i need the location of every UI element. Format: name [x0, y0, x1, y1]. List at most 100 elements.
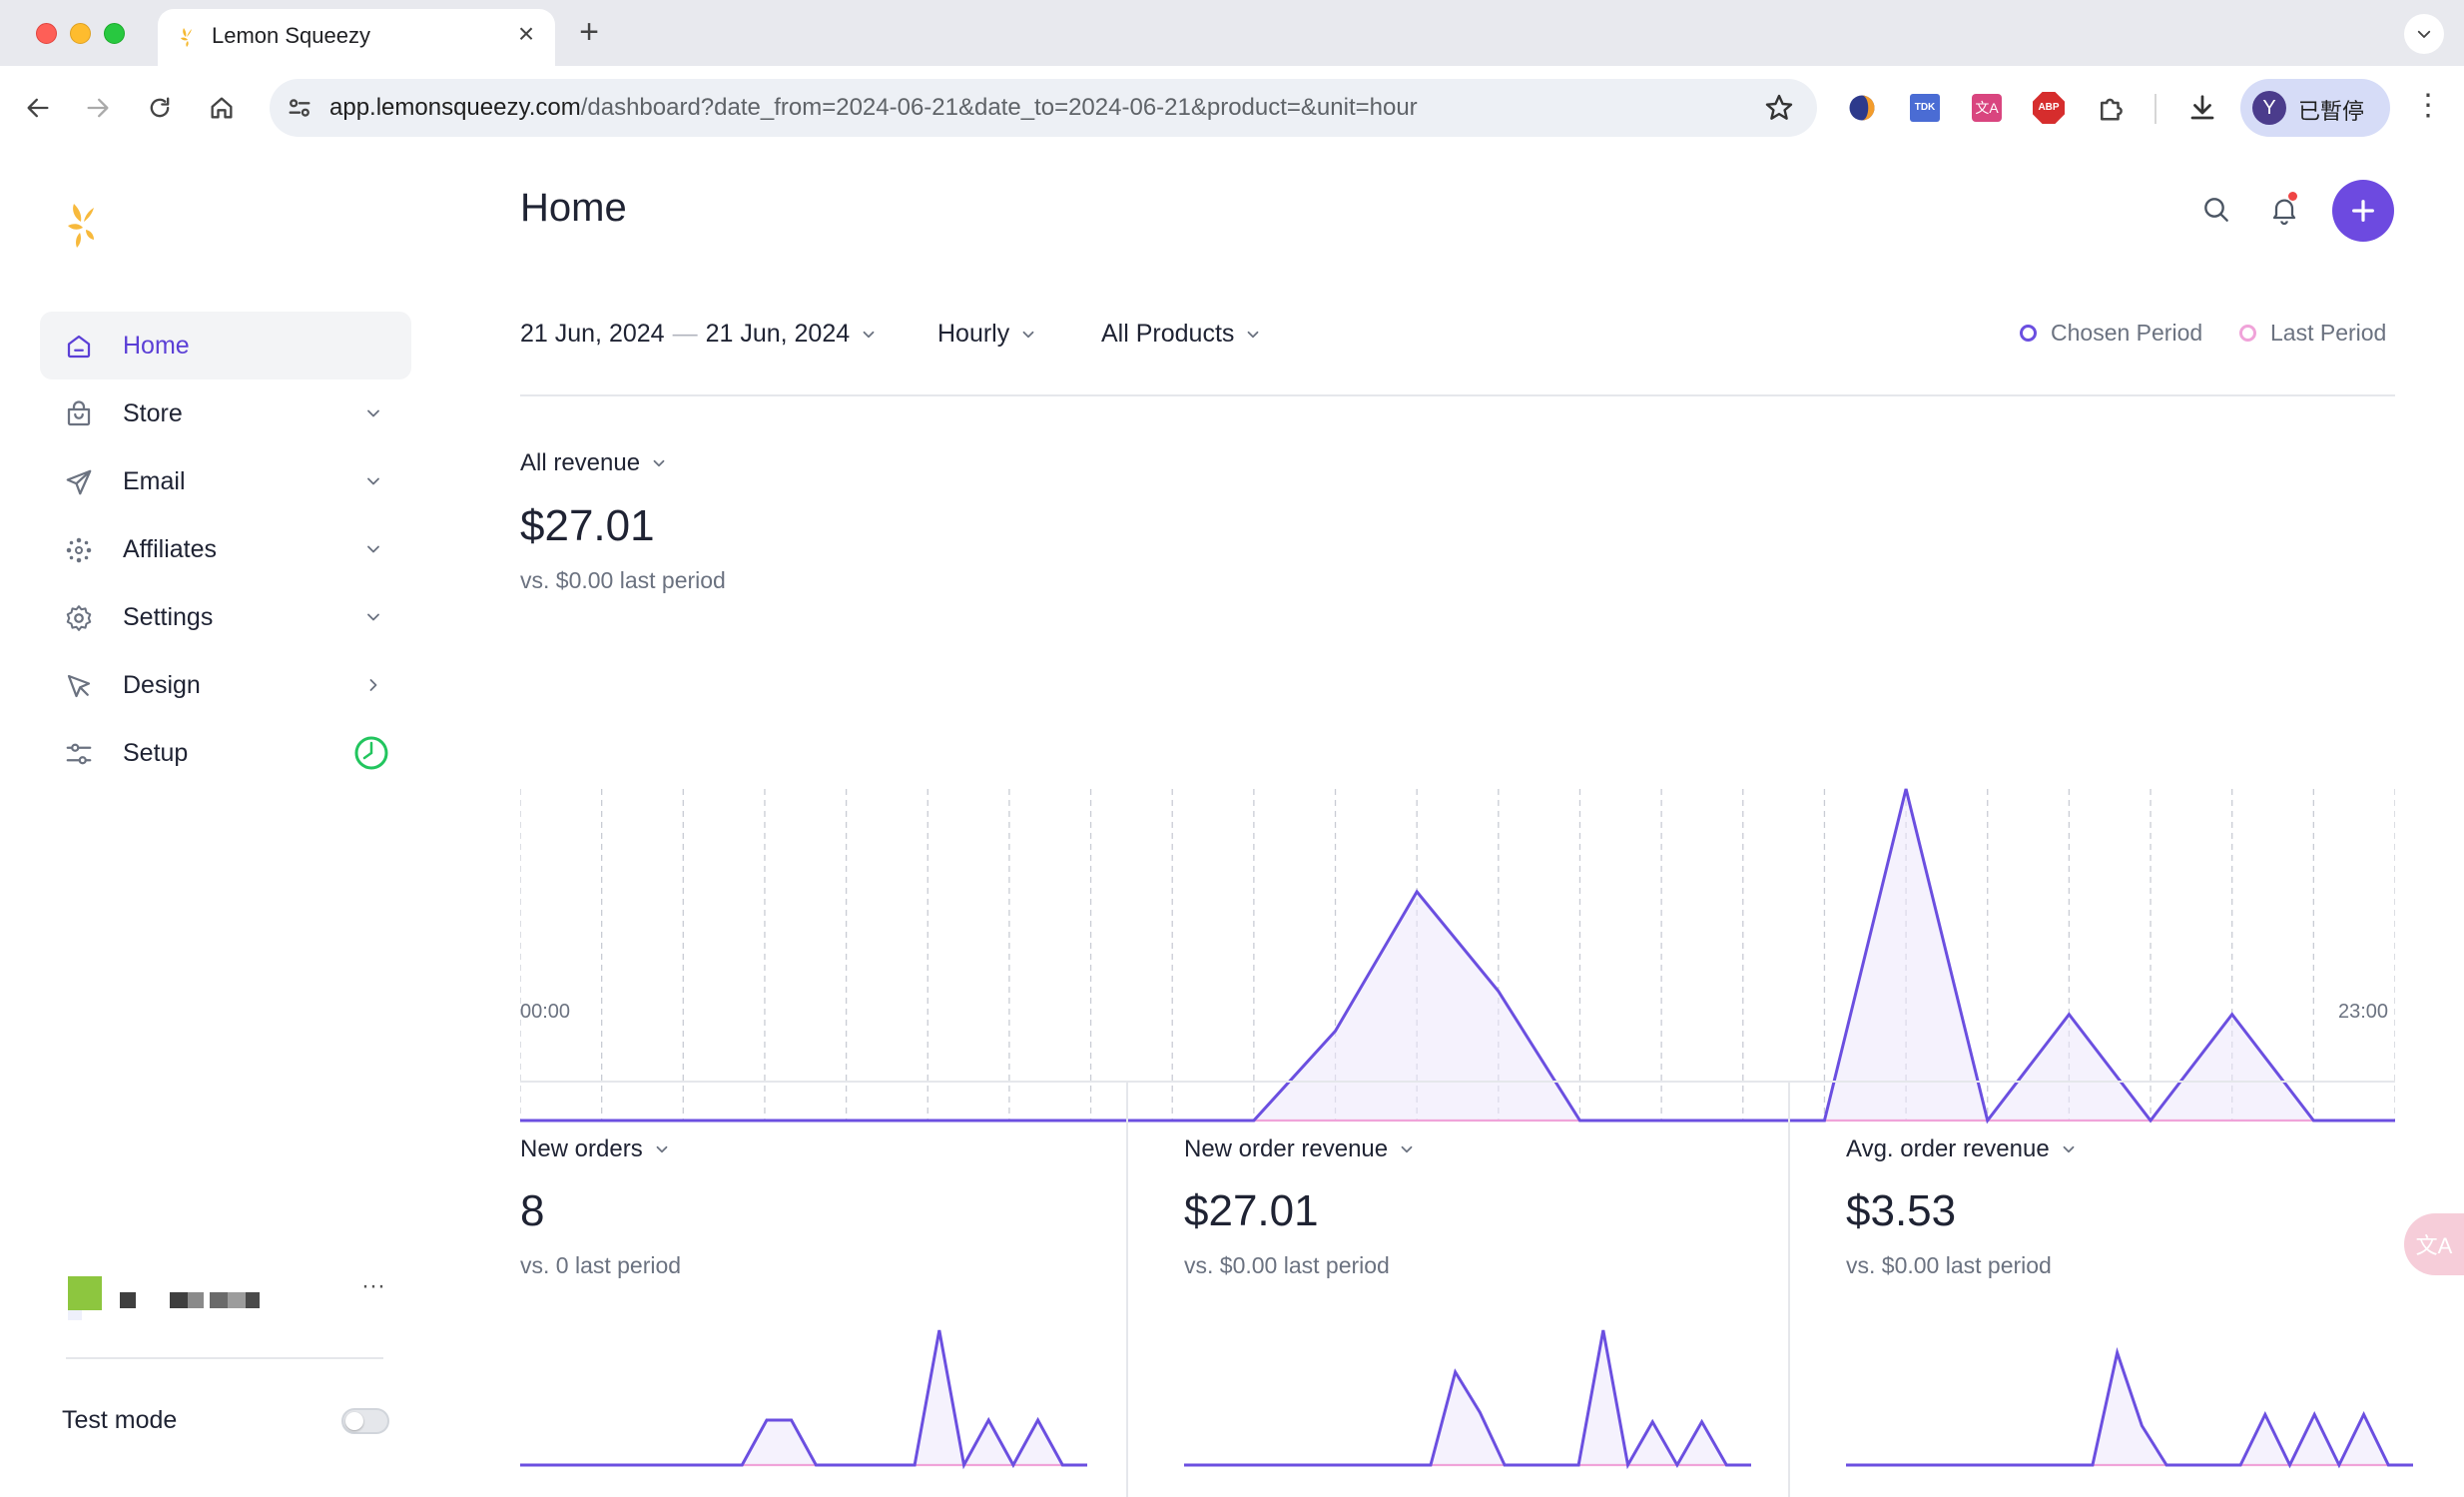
sidebar-item-label: Design [123, 671, 201, 699]
tab-close-icon[interactable]: × [517, 18, 535, 49]
legend-last-dot [2239, 325, 2256, 342]
minimize-window-button[interactable] [70, 23, 91, 44]
new-order-revenue-select[interactable]: New order revenue [1184, 1135, 1416, 1163]
tab-search-button[interactable] [2404, 14, 2444, 54]
home-icon [67, 335, 91, 359]
test-mode-toggle[interactable] [341, 1408, 389, 1434]
add-button[interactable] [2332, 180, 2394, 242]
close-window-button[interactable] [36, 23, 57, 44]
revenue-chart [520, 788, 2395, 1124]
chosen-period-area [520, 789, 2395, 1121]
store-name-pixel [210, 1292, 228, 1308]
chevron-down-icon [1022, 331, 1034, 338]
store-name-pixel [228, 1292, 246, 1308]
store-name-pixel [120, 1292, 136, 1308]
avg-order-revenue-select[interactable]: Avg. order revenue [1846, 1135, 2078, 1163]
arc-icon[interactable] [1842, 88, 1882, 128]
cursor-arrow-icon [67, 674, 91, 698]
sidebar-item-setup[interactable]: Setup [40, 719, 411, 787]
chevron-down-icon [367, 613, 379, 621]
product-select[interactable]: All Products [1101, 320, 1262, 349]
setup-progress-ring-icon [354, 736, 388, 770]
adblock-plus-icon[interactable]: ABP [2029, 88, 2069, 128]
x-axis-start-label: 00:00 [520, 1001, 571, 1023]
metric-value: $3.53 [1846, 1186, 1957, 1235]
chevron-down-icon [2417, 30, 2431, 38]
url-path: /dashboard?date_from=2024-06-21&date_to=… [580, 94, 1418, 121]
sidebar-item-label: Home [123, 332, 190, 360]
profile-button[interactable]: Y 已暫停 [2240, 79, 2390, 137]
gear-icon [66, 605, 92, 631]
new-tab-button[interactable]: + [579, 13, 599, 51]
revenue-compare: vs. $0.00 last period [520, 567, 726, 593]
translate-extension-icon[interactable]: 文A [1967, 88, 2007, 128]
reload-button[interactable] [138, 86, 182, 130]
store-more-menu[interactable]: ··· [361, 1272, 385, 1299]
search-button[interactable] [2196, 190, 2236, 230]
back-button[interactable] [16, 86, 60, 130]
sidebar-item-affiliates[interactable]: Affiliates [40, 515, 411, 583]
translate-glyph-icon: 文A [1972, 94, 2002, 122]
download-icon [2190, 95, 2214, 120]
toggle-knob [345, 1412, 363, 1430]
sliders-icon [66, 743, 92, 765]
column-divider [1788, 1083, 1790, 1497]
metric-value: $27.01 [1184, 1186, 1319, 1235]
metric-label: Avg. order revenue [1846, 1135, 2050, 1162]
store-name-pixel [170, 1292, 188, 1308]
browser-menu-button[interactable]: ⋮ [2413, 89, 2443, 122]
chosen-period-line [1184, 1329, 1751, 1470]
legend-chosen-dot [2020, 325, 2037, 342]
chosen-period-area [1846, 1352, 2413, 1465]
browser-toolbar: app.lemonsqueezy.com/dashboard?date_from… [0, 66, 2464, 150]
plus-icon [2352, 200, 2374, 222]
unit-select[interactable]: Hourly [937, 320, 1037, 349]
profile-avatar: Y [2252, 91, 2286, 125]
sidebar-item-home[interactable]: Home [40, 312, 411, 379]
arrow-left-icon [27, 98, 49, 118]
store-switcher[interactable]: ··· [66, 1272, 385, 1320]
sidebar-item-email[interactable]: Email [40, 447, 411, 515]
revenue-label: All revenue [520, 449, 641, 476]
date-range-picker[interactable]: 21 Jun, 2024 — 21 Jun, 2024 [520, 320, 878, 349]
chevron-down-icon [1401, 1145, 1413, 1153]
chosen-period-line [1846, 1346, 2413, 1469]
sidebar-item-store[interactable]: Store [40, 379, 411, 447]
sidebar-item-label: Email [123, 467, 186, 495]
bell-icon [2272, 199, 2296, 226]
tdk-extension-icon[interactable]: TDK [1905, 88, 1945, 128]
revenue-type-select[interactable]: All revenue [520, 449, 668, 477]
floating-translate-button[interactable]: 文A [2404, 1213, 2464, 1275]
address-bar[interactable]: app.lemonsqueezy.com/dashboard?date_from… [270, 79, 1817, 137]
section-divider [520, 1081, 2395, 1083]
metric-compare: vs. $0.00 last period [1184, 1252, 1390, 1278]
shopping-bag-icon [67, 400, 91, 426]
url-text: app.lemonsqueezy.com/dashboard?date_from… [329, 94, 1418, 122]
legend-chosen-label: Chosen Period [2051, 320, 2203, 346]
browser-tab[interactable]: Lemon Squeezy × [158, 9, 555, 66]
network-dots-icon [66, 537, 92, 563]
date-to: 21 Jun, 2024 [705, 320, 851, 348]
notifications-button[interactable] [2264, 190, 2304, 230]
browser-chrome: Lemon Squeezy × + app.lemonsqueezy.com/d… [0, 0, 2464, 150]
lemon-squeezy-logo-icon[interactable] [64, 200, 108, 252]
x-axis-end-label: 23:00 [2338, 1001, 2389, 1023]
zoom-window-button[interactable] [104, 23, 125, 44]
home-button[interactable] [200, 86, 244, 130]
bookmark-star-icon[interactable] [1763, 92, 1795, 124]
downloads-button[interactable] [2182, 88, 2222, 128]
site-settings-icon[interactable] [286, 94, 313, 122]
puzzle-icon [2101, 98, 2123, 121]
unit-value: Hourly [937, 320, 1010, 348]
chevron-down-icon [653, 459, 665, 467]
legend-last-label: Last Period [2270, 320, 2387, 346]
sidebar-item-settings[interactable]: Settings [40, 583, 411, 651]
chevron-down-icon [367, 477, 379, 485]
chosen-period-area [1184, 1330, 1751, 1465]
forward-button[interactable] [76, 86, 120, 130]
new-orders-select[interactable]: New orders [520, 1135, 671, 1163]
sidebar-divider [66, 1357, 383, 1359]
puzzle-extensions-icon[interactable] [2091, 88, 2131, 128]
sidebar-item-design[interactable]: Design [40, 651, 411, 719]
arc-logo-icon [1849, 95, 1875, 121]
